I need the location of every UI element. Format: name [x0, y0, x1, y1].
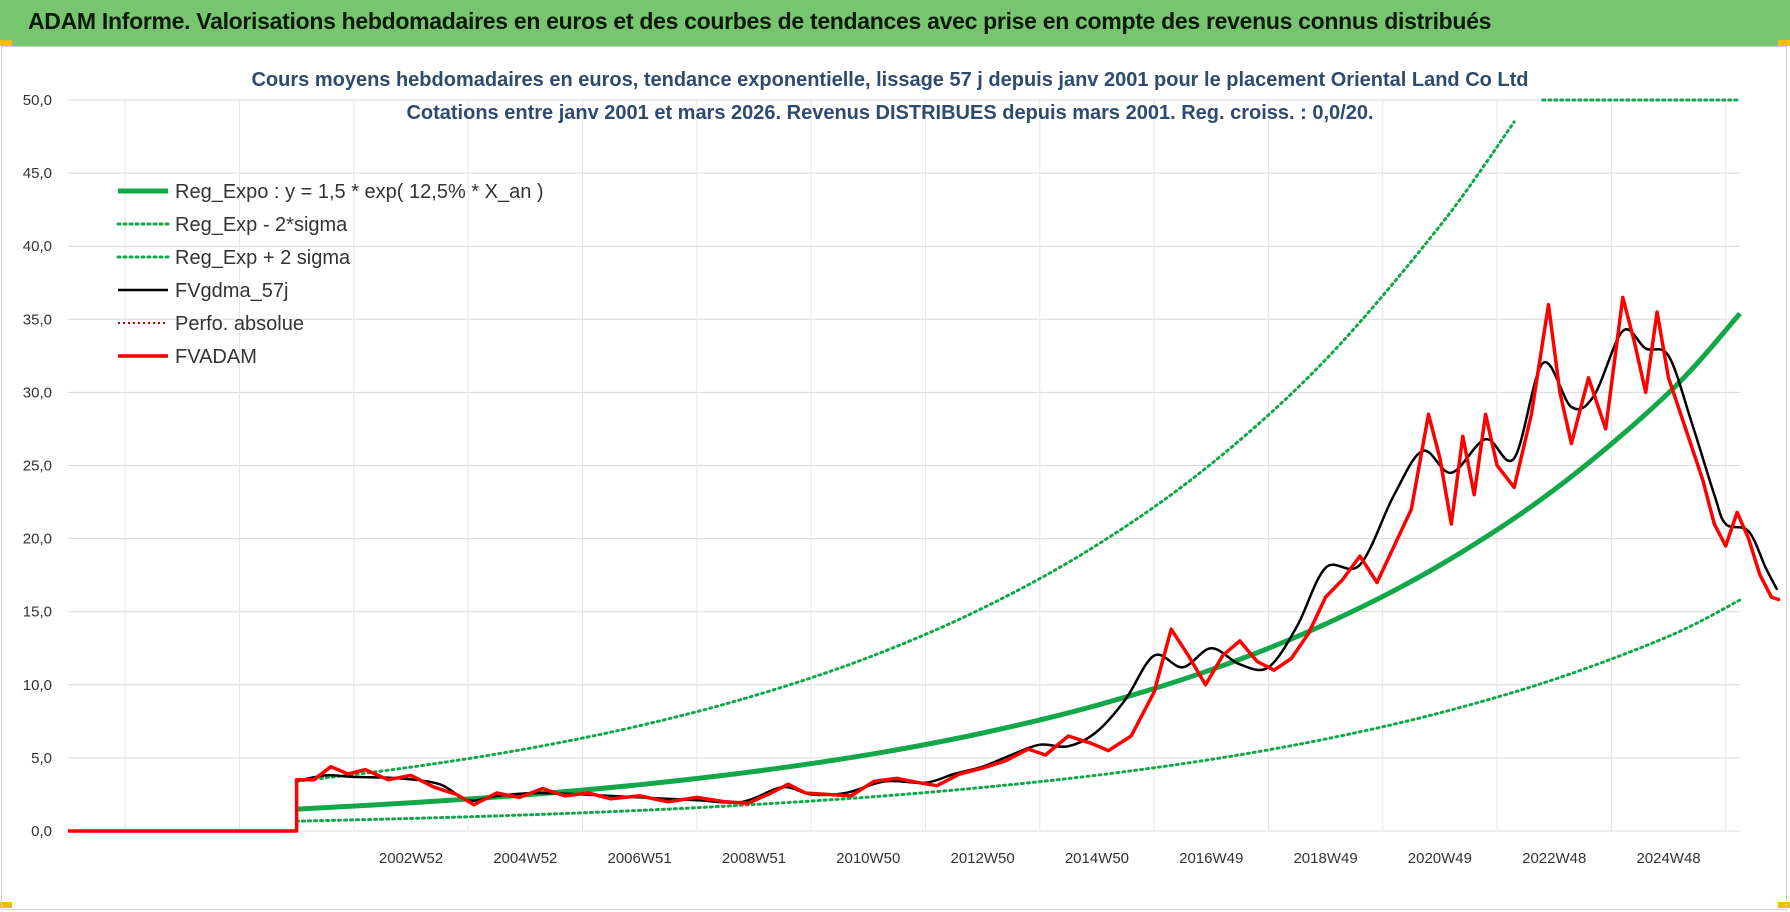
y-tick-label: 5,0: [31, 750, 52, 767]
x-tick-label: 2010W50: [836, 850, 900, 867]
chart-series: [68, 98, 1781, 833]
banner-corner-right: [1778, 40, 1790, 46]
report-title: ADAM Informe. Valorisations hebdomadaire…: [28, 8, 1492, 34]
legend-label: FVgdma_57j: [175, 280, 288, 302]
series-line: [68, 295, 1781, 833]
y-tick-label: 10,0: [23, 677, 52, 694]
chart-subtitle: Cotations entre janv 2001 et mars 2026. …: [406, 102, 1373, 124]
frame-corner-bottom-right: [1778, 902, 1790, 908]
x-axis: 2002W52 2004W52 2006W51 2008W51 2010W50 2012W…: [379, 850, 1701, 867]
chart-title: Cours moyens hebdomadaires en euros, ten…: [251, 69, 1528, 91]
y-tick-label: 45,0: [23, 165, 52, 182]
banner-corner-left: [0, 40, 12, 46]
report-banner: ADAM Informe. Valorisations hebdomadaire…: [0, 0, 1790, 46]
trend-chart: 0,0 5,0 10,0 15,0 20,0 25,0 30,0 35,0 40,0 45,0 50…: [23, 69, 1781, 867]
legend-label: FVADAM: [175, 346, 257, 368]
y-tick-label: 30,0: [23, 384, 52, 401]
x-tick-label: 2020W49: [1408, 850, 1472, 867]
chart-grid: [68, 99, 1740, 832]
x-tick-label: 2014W50: [1065, 850, 1129, 867]
y-axis: 0,0 5,0 10,0 15,0 20,0 25,0 30,0 35,0 40,0 45,0 50…: [23, 92, 52, 840]
x-tick-label: 2008W51: [722, 850, 786, 867]
y-tick-label: 35,0: [23, 311, 52, 328]
y-tick-label: 50,0: [23, 92, 52, 109]
x-tick-label: 2006W51: [608, 850, 672, 867]
series-line: [296, 328, 1779, 804]
x-tick-label: 2024W48: [1636, 850, 1700, 867]
x-tick-label: 2012W50: [950, 850, 1014, 867]
frame-corner-bottom-left: [0, 902, 12, 908]
x-tick-label: 2002W52: [379, 850, 443, 867]
series-line: [296, 311, 1742, 812]
series-line: [295, 120, 1516, 783]
y-tick-label: 25,0: [23, 458, 52, 475]
legend-label: Reg_Exp + 2 sigma: [175, 247, 351, 269]
y-tick-label: 15,0: [23, 604, 52, 621]
chart-legend: Reg_Expo : y = 1,5 * exp( 12,5% * X_an )…: [116, 181, 544, 368]
y-tick-label: 20,0: [23, 531, 52, 548]
x-tick-label: 2016W49: [1179, 850, 1243, 867]
legend-label: Perfo. absolue: [175, 313, 304, 335]
series-line: [295, 598, 1742, 823]
x-tick-label: 2022W48: [1522, 850, 1586, 867]
y-tick-label: 0,0: [31, 823, 52, 840]
x-tick-label: 2018W49: [1293, 850, 1357, 867]
chart-frame: [1, 46, 1787, 910]
legend-label: Reg_Expo : y = 1,5 * exp( 12,5% * X_an ): [175, 181, 544, 203]
legend-label: Reg_Exp - 2*sigma: [175, 214, 348, 236]
x-tick-label: 2004W52: [493, 850, 557, 867]
y-tick-label: 40,0: [23, 238, 52, 255]
